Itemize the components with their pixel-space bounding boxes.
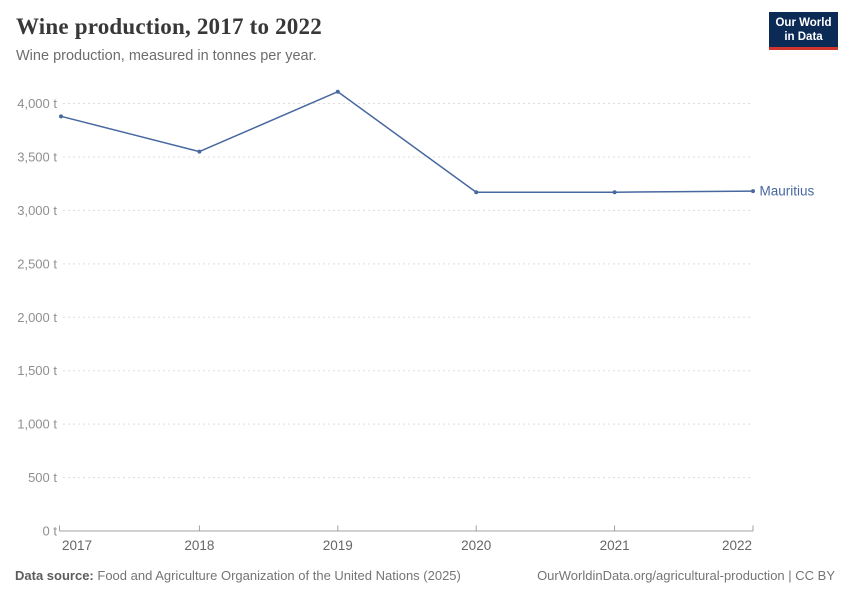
x-tick-label: 2017	[62, 538, 92, 553]
y-tick-label: 500 t	[28, 470, 57, 485]
attribution-link[interactable]: OurWorldinData.org/agricultural-producti…	[537, 568, 835, 583]
x-tick-label: 2021	[600, 538, 630, 553]
x-tick-label: 2018	[184, 538, 214, 553]
chart-subtitle: Wine production, measured in tonnes per …	[16, 47, 317, 64]
data-source-label: Data source:	[15, 568, 94, 583]
data-point[interactable]	[335, 89, 340, 94]
data-point[interactable]	[612, 190, 617, 195]
y-tick-label: 3,000 t	[17, 203, 57, 218]
data-point[interactable]	[751, 189, 755, 194]
y-tick-label: 4,000 t	[17, 96, 57, 111]
owid-logo-line1: Our World	[775, 17, 832, 29]
data-source: Data source: Food and Agriculture Organi…	[15, 568, 461, 583]
x-tick-label: 2019	[323, 538, 353, 553]
chart-title: Wine production, 2017 to 2022	[16, 14, 322, 39]
y-tick-label: 2,500 t	[17, 256, 57, 271]
data-line-mauritius[interactable]	[60, 90, 754, 193]
data-point[interactable]	[474, 190, 479, 195]
data-point[interactable]	[197, 149, 202, 154]
title-block: Wine production, 2017 to 2022 Wine produ…	[16, 13, 322, 64]
x-tick-label: 2022	[722, 538, 752, 553]
data-source-value: Food and Agriculture Organization of the…	[97, 568, 461, 583]
y-tick-label: 0 t	[43, 524, 58, 539]
y-tick-label: 1,500 t	[17, 363, 57, 378]
owid-logo[interactable]: Our World in Data	[769, 12, 838, 51]
data-point[interactable]	[59, 114, 63, 119]
x-tick-label: 2020	[461, 538, 491, 553]
y-tick-label: 2,000 t	[17, 310, 57, 325]
chart-footer: Data source: Food and Agriculture Organi…	[15, 568, 835, 583]
y-tick-label: 1,000 t	[17, 417, 57, 432]
y-tick-label: 3,500 t	[17, 149, 57, 164]
entity-label[interactable]: Mauritius	[760, 184, 815, 199]
owid-logo-line2: in Data	[784, 31, 823, 44]
